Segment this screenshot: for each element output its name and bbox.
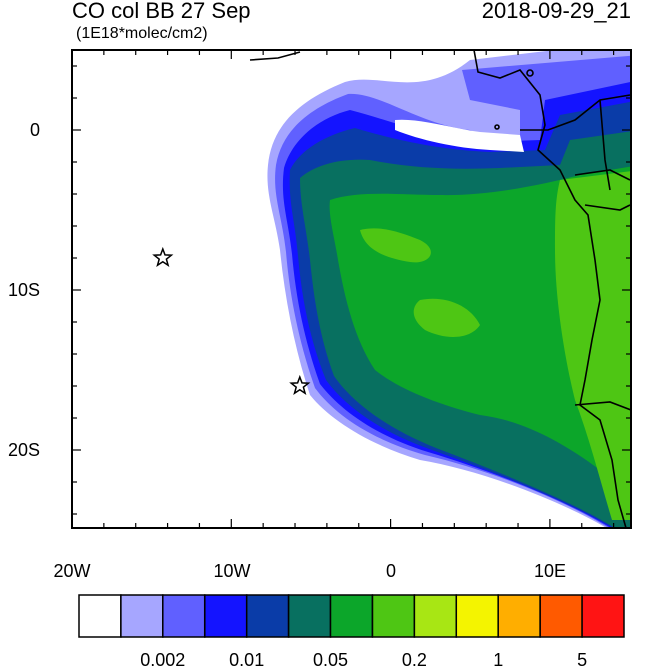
x-tick-label: 0: [386, 561, 396, 581]
colorbar-swatch: [204, 594, 248, 638]
colorbar-label: 1: [493, 650, 503, 667]
field-band-lightgreen-3: [413, 298, 480, 337]
star-marker-south: [289, 374, 311, 396]
x-tick-label: 10W: [213, 561, 250, 581]
coastline: [249, 50, 631, 528]
star-marker-west: [152, 246, 174, 268]
y-tick-label: 0: [30, 120, 40, 140]
valid-time: 2018-09-29_21: [481, 0, 631, 23]
field-band-lightgreen-2: [555, 171, 631, 520]
colorbar-swatch: [78, 594, 122, 638]
colorbar-swatch: [455, 594, 499, 638]
y-tick-label: 20S: [8, 440, 40, 460]
colorbar-label: 0.002: [140, 650, 185, 667]
field-band-lightgreen-1: [360, 228, 431, 263]
colorbar-swatch: [539, 594, 583, 638]
colorbar-swatch: [329, 594, 374, 638]
colorbar-swatch: [287, 594, 332, 638]
map-title: CO col BB 27 Sep: [72, 0, 251, 23]
colorbar-swatch: [245, 594, 290, 638]
colorbar-swatch: [413, 594, 458, 638]
markers: [152, 246, 311, 396]
colorbar-swatch: [120, 594, 164, 638]
units-label: (1E18*molec/cm2): [76, 25, 208, 42]
colorbar-swatch: [581, 594, 625, 638]
colorbar-label: 0.01: [229, 650, 264, 667]
colorbar-label: 0.2: [402, 650, 427, 667]
colorbar-swatch: [497, 594, 541, 638]
field-clean-notch: [395, 119, 524, 152]
colorbar: 0.002 0.01 0.05 0.2 1 5: [78, 594, 625, 667]
colorbar-swatch: [371, 594, 416, 638]
x-tick-label: 10E: [534, 561, 566, 581]
colorbar-swatch: [162, 594, 206, 638]
colorbar-label: 5: [577, 650, 587, 667]
co-field: [267, 50, 631, 528]
x-tick-label: 20W: [53, 561, 90, 581]
axis-ticks: [71, 50, 631, 528]
colorbar-label: 0.05: [313, 650, 348, 667]
plot-frame: [71, 49, 632, 529]
y-tick-label: 10S: [8, 280, 40, 300]
